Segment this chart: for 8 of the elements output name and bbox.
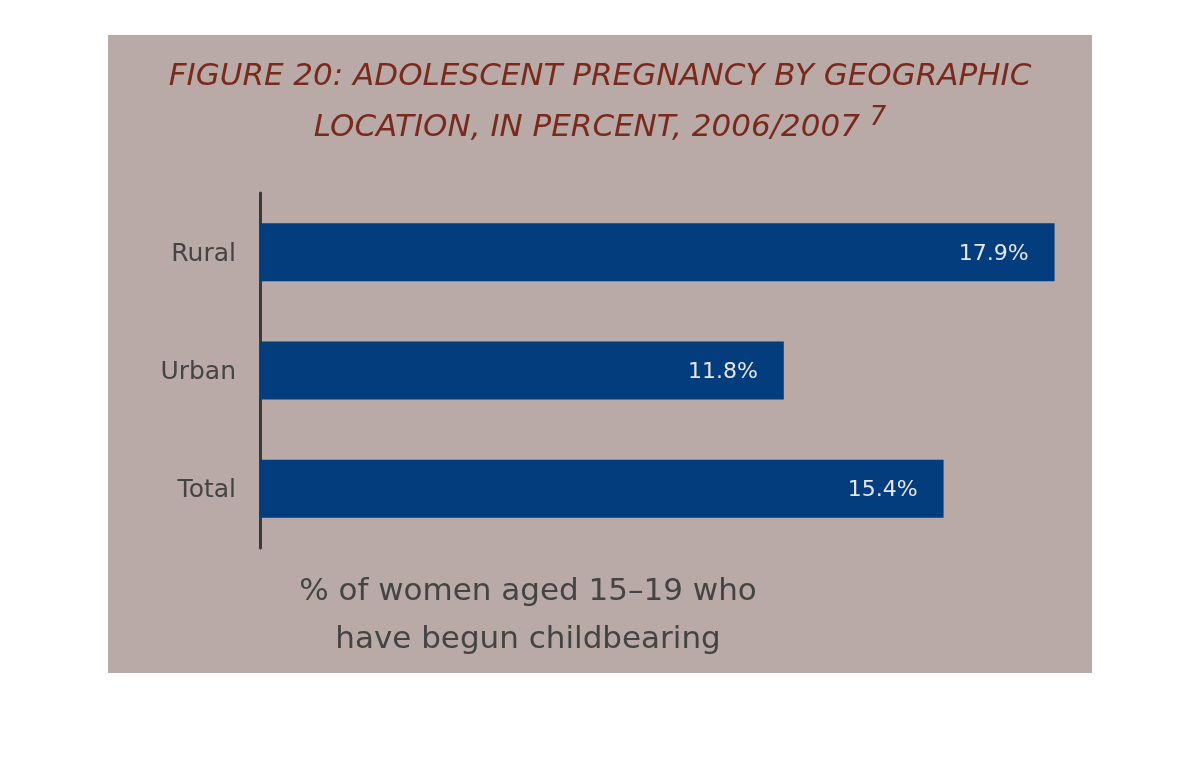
- y-tick-label: Urban: [160, 356, 236, 385]
- chart-title: FIGURE 20: ADOLESCENT PREGNANCY BY GEOGRAPHIC LOCATION, IN PERCENT, 2006/2007 $^{7}$: [167, 55, 1033, 146]
- data-label: 17.9%: [958, 239, 1029, 265]
- data-label: 15.4%: [847, 476, 918, 502]
- x-axis-title: % of women aged 15–19 who have begun childbearing: [298, 570, 758, 657]
- data-label: 11.8%: [687, 358, 758, 383]
- y-tick-label: Rural: [171, 237, 236, 267]
- y-tick-label: Total: [176, 474, 236, 504]
